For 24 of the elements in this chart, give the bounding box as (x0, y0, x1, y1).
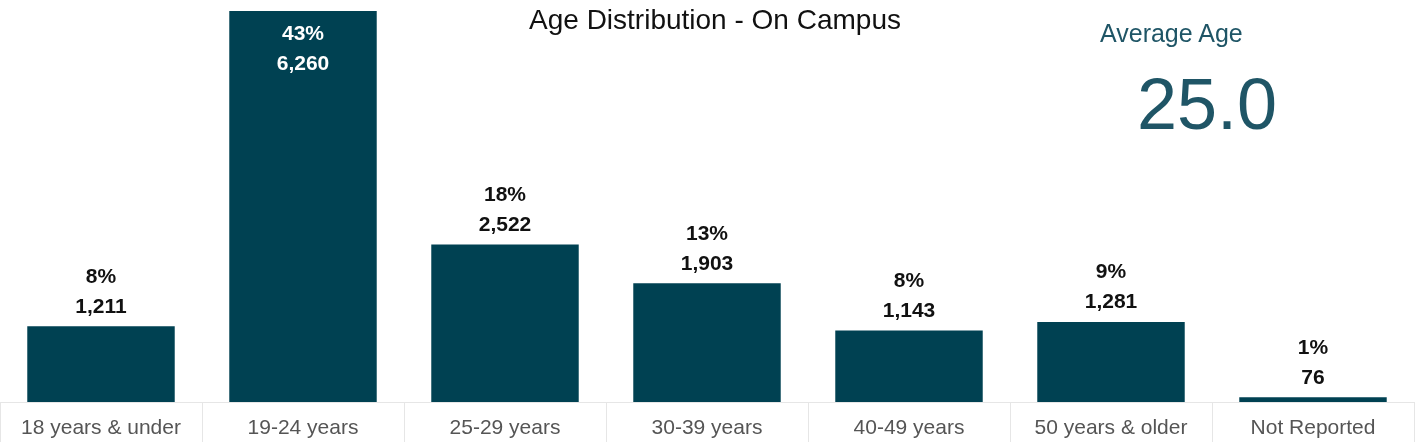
x-tick-label: 30-39 years (651, 415, 763, 438)
bar (633, 283, 781, 402)
data-label: 1% 76 (1297, 334, 1329, 388)
x-tick-label: 25-29 years (449, 415, 561, 438)
x-tick-label: 19-24 years (247, 415, 359, 438)
data-label: 43% 6,260 (276, 20, 330, 74)
annotation: 25.0 (1137, 64, 1278, 144)
bar (229, 11, 377, 402)
bar (1239, 397, 1387, 402)
x-tick-label: 50 years & older (1034, 415, 1188, 438)
bar (431, 244, 579, 402)
chart-title: Age Distribution - On Campus (529, 3, 901, 35)
x-tick-label: 18 years & under (21, 415, 181, 438)
bar (27, 326, 175, 402)
data-label: 8% 1,211 (75, 263, 128, 317)
data-label: 18% 2,522 (478, 181, 532, 235)
annotation: Average Age (1100, 18, 1243, 47)
x-tick-label: Not Reported (1250, 415, 1376, 438)
data-label: 8% 1,143 (882, 268, 936, 322)
data-label: 13% 1,903 (680, 220, 734, 274)
data-label: 9% 1,281 (1084, 259, 1138, 313)
bar (835, 330, 983, 402)
x-tick-label: 40-49 years (853, 415, 965, 438)
bar (1037, 321, 1185, 402)
